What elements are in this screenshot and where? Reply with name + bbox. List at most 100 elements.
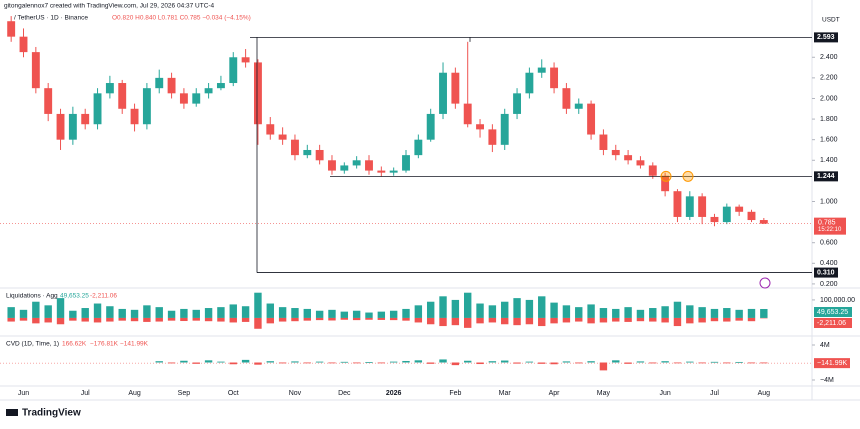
candle-body	[414, 139, 423, 156]
liq-long-bar	[686, 305, 694, 318]
liq-short-bar	[686, 317, 694, 324]
candle-body	[648, 165, 657, 176]
cvd-bar	[254, 362, 262, 365]
liq-long-bar	[229, 304, 237, 318]
liq-long-bar	[93, 303, 102, 318]
y-tick-label: 2.400	[820, 54, 838, 61]
liq-short-bar	[266, 317, 274, 324]
liq-long-bar	[340, 311, 349, 318]
liq-long-bar	[291, 308, 299, 318]
cvd-bar	[464, 360, 472, 363]
candle-body	[476, 124, 484, 130]
liq-long-bar	[7, 307, 15, 318]
liq-short-bar	[241, 317, 250, 322]
liq-short-bar	[723, 317, 731, 322]
candle-body	[229, 57, 238, 84]
cvd-bar	[501, 360, 509, 363]
candle-body	[710, 216, 719, 223]
author-line: gitongalennox7 created with TradingView.…	[4, 3, 215, 10]
liq-short-bar	[612, 317, 620, 322]
liq-short-bar	[414, 317, 423, 323]
liq-long-bar	[735, 309, 743, 318]
liq-long-bar	[439, 296, 447, 318]
liq-long-bar	[81, 308, 89, 318]
liq-short-bar	[254, 317, 262, 329]
cvd-bar	[538, 362, 546, 364]
logo: TradingView	[6, 408, 81, 419]
cvd-bar	[735, 361, 743, 363]
liq-short-bar	[340, 317, 349, 320]
liq-short-bar	[525, 317, 534, 325]
candle-body	[68, 113, 77, 140]
y-tick-label: −4M	[820, 377, 834, 384]
y-tick-label: 0.400	[820, 260, 838, 267]
liq-short-bar	[661, 317, 669, 323]
x-tick-label: Jun	[18, 390, 29, 397]
cvd-bar	[624, 362, 632, 364]
logo-mark	[6, 409, 18, 416]
cvd-bar	[155, 361, 163, 363]
liq-short-bar	[698, 317, 706, 323]
liq-long-bar	[673, 301, 682, 318]
liq-long-bar	[266, 303, 274, 318]
cvd-bar	[439, 359, 447, 363]
liq-short-bar	[192, 317, 200, 321]
cvd-bar	[710, 361, 719, 363]
candle-body	[315, 149, 324, 161]
liq-short-bar	[538, 317, 546, 327]
cvd-bar	[513, 362, 521, 364]
liq-long-bar	[760, 308, 768, 318]
liq-long-bar	[303, 308, 311, 318]
x-tick-label: Mar	[499, 390, 512, 397]
liq-long-bar	[599, 308, 608, 318]
candle-body	[661, 175, 670, 192]
x-tick-label: Jul	[81, 390, 90, 397]
y-tick-label: 1.400	[820, 157, 838, 164]
liq-short-bar	[562, 317, 571, 323]
liq-short-bar	[550, 317, 558, 324]
liq-long-bar	[155, 307, 163, 318]
liq-long-bar	[143, 305, 151, 318]
candle-body	[192, 93, 201, 104]
cvd-legend: 166.62K	[62, 341, 87, 348]
liq-long-bar	[19, 309, 28, 318]
liq-short-bar	[155, 317, 163, 322]
x-tick-label: Oct	[228, 390, 239, 397]
liq-short-bar	[451, 317, 460, 326]
liq-long-bar	[661, 306, 669, 318]
cvd-bar	[426, 362, 435, 364]
liq-long-bar	[389, 310, 398, 318]
cvd-bar	[587, 361, 595, 363]
liq-long-bar	[649, 308, 657, 318]
candle-body	[722, 206, 731, 223]
cvd-bar	[192, 362, 200, 364]
candle-body	[118, 83, 127, 109]
liq-short-bar	[278, 317, 287, 322]
last-price-box	[814, 217, 846, 235]
alert-icon[interactable]	[759, 277, 771, 289]
liq-long-bar	[636, 309, 645, 318]
x-tick-label: 2026	[386, 390, 402, 397]
candle-body	[291, 139, 299, 156]
liq-short-bar	[476, 317, 484, 324]
y-tick-label: 4M	[820, 342, 830, 349]
liq-long-bar	[451, 299, 460, 318]
liq-long-bar	[278, 307, 287, 318]
candle-body	[266, 124, 275, 135]
x-tick-label: Jun	[659, 390, 670, 397]
liq-long-bar	[513, 298, 521, 318]
candle-body	[451, 72, 460, 104]
liq-long-bar	[402, 308, 410, 318]
liq-short-bar	[439, 317, 447, 327]
liq-short-bar	[69, 317, 77, 321]
cvd-bar	[451, 362, 460, 366]
cvd-bar	[636, 361, 645, 363]
candle-body	[216, 83, 225, 89]
ohlc-line: O0.820 H0.840 L0.781 C0.785 −0.034 (−4.1…	[112, 15, 251, 22]
liq-short-bar	[636, 317, 645, 322]
liq-short-bar	[389, 317, 398, 321]
liq-short-bar	[624, 317, 632, 322]
liq-long-bar	[192, 309, 200, 318]
cvd-bar	[266, 361, 274, 363]
